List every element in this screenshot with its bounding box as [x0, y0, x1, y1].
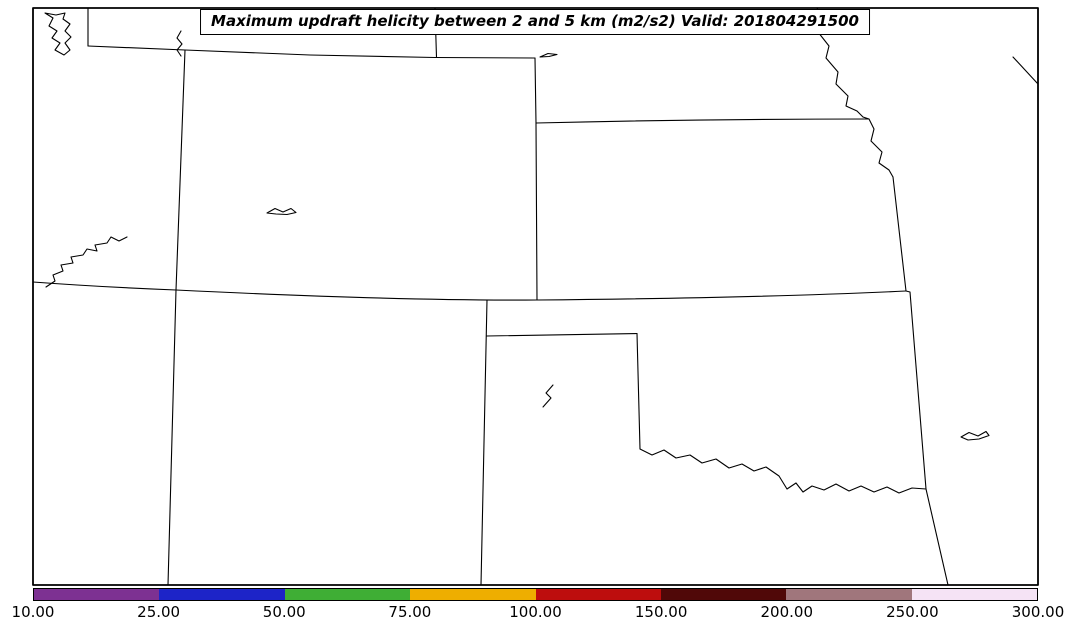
- colorbar-segment: [159, 589, 285, 600]
- colorbar-segment: [410, 589, 536, 600]
- river-red-river-border: [639, 448, 927, 494]
- colorbar-tick-labels: 10.00 25.00 50.00 75.00 100.00 150.00 200.00 25…: [12, 603, 1065, 625]
- colorbar-tick-label: 250.00: [886, 603, 939, 621]
- colorbar-segment: [34, 589, 160, 600]
- colorbar-tick-label: 200.00: [760, 603, 814, 621]
- plot-title: Maximum updraft helicity between 2 and 5…: [211, 12, 859, 30]
- colorbar-tick-label: 75.00: [388, 603, 432, 621]
- colorbar-segment: [660, 589, 787, 600]
- lake-blue-mesa: [266, 207, 297, 216]
- lake-ouachita: [960, 430, 990, 441]
- lake-flaming-gorge: [176, 30, 183, 57]
- colorbar-segment: [911, 589, 1037, 600]
- colorbar-tick-label: 50.00: [262, 603, 306, 621]
- state-border-100w-meridian: [636, 332, 641, 450]
- colorbar-tick-label: 150.00: [634, 603, 688, 621]
- state-border-texas-arkansas: [925, 488, 949, 586]
- colorbar-tick-label: 25.00: [137, 603, 181, 621]
- colorbar-tick-label: 100.00: [509, 603, 562, 621]
- colorbar-segment: [284, 589, 411, 600]
- state-border-colorado-east: [534, 57, 538, 301]
- lake-meredith: [542, 384, 554, 408]
- state-border-kansas-oklahoma-east: [892, 176, 927, 490]
- state-border-37n-parallel: [32, 281, 907, 301]
- state-border-109w-meridian: [167, 49, 186, 586]
- colorbar: [33, 588, 1038, 601]
- state-border-oklahoma-texas-panhandle: [485, 332, 638, 337]
- colorbar-segment: [535, 589, 661, 600]
- lake-powell: [45, 236, 128, 288]
- lake-mcconaughy: [539, 52, 558, 58]
- state-border-newmexico-texas: [480, 299, 488, 586]
- state-border-41n-parallel: [87, 45, 536, 59]
- lake-great-salt-lake: [44, 12, 72, 56]
- colorbar-segment: [786, 589, 912, 600]
- state-border-nebraska-kansas: [535, 118, 870, 124]
- colorbar-tick-label: 10.00: [11, 603, 55, 621]
- map-frame-border: [32, 7, 1039, 586]
- river-missouri-border: [816, 7, 894, 178]
- colorbar-tick-label: 300.00: [1011, 603, 1065, 621]
- river-top-right-corner: [1012, 56, 1039, 85]
- plot-title-box: Maximum updraft helicity between 2 and 5…: [200, 9, 870, 36]
